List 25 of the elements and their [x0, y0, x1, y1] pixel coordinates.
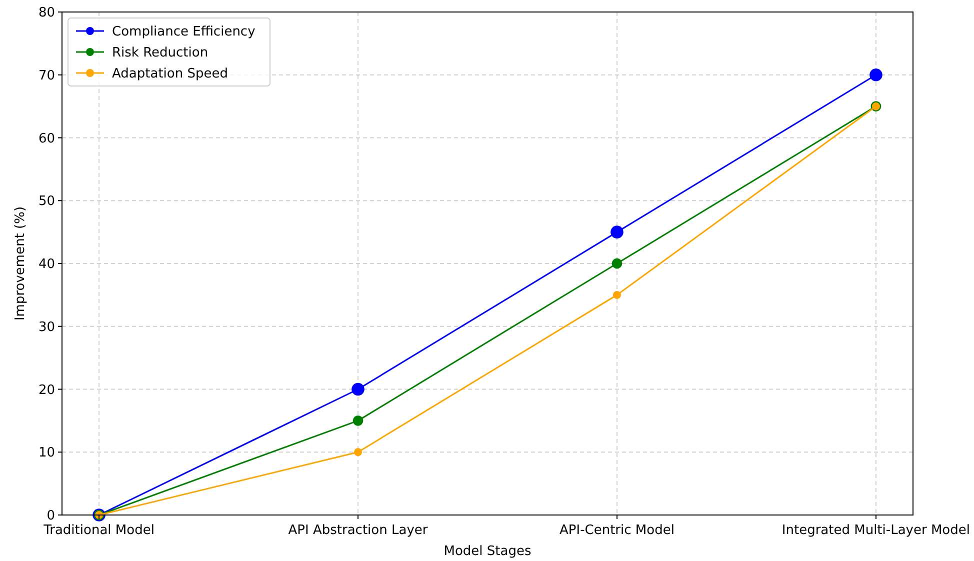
point: [612, 258, 622, 269]
point: [612, 290, 621, 299]
legend-label: Adaptation Speed: [112, 66, 228, 82]
x-tick-label: Traditional Model: [42, 523, 154, 538]
point: [610, 226, 624, 238]
y-axis-title: Improvement (%): [13, 206, 28, 321]
point: [354, 448, 362, 456]
point: [352, 382, 364, 396]
y-tick-label: 70: [38, 68, 55, 84]
x-tick-label: Integrated Multi-Layer Model: [782, 523, 970, 538]
y-tick-label: 40: [38, 257, 55, 272]
y-tick-label: 30: [38, 320, 55, 335]
y-tick-label: 50: [38, 194, 55, 210]
x-tick-label: API Abstraction Layer: [288, 523, 428, 538]
y-tick-label: 80: [38, 6, 55, 21]
y-tick-label: 20: [38, 382, 55, 398]
x-tick-label: API-Centric Model: [560, 523, 674, 538]
y-tick-label: 60: [38, 131, 55, 146]
legend-label: Compliance Efficiency: [112, 24, 256, 40]
y-tick-label: 0: [46, 508, 55, 524]
point: [352, 415, 364, 426]
x-axis-title: Model Stages: [444, 544, 532, 559]
y-tick-label: 10: [38, 446, 55, 461]
point: [870, 68, 882, 82]
legend-label: Risk Reduction: [112, 46, 208, 61]
